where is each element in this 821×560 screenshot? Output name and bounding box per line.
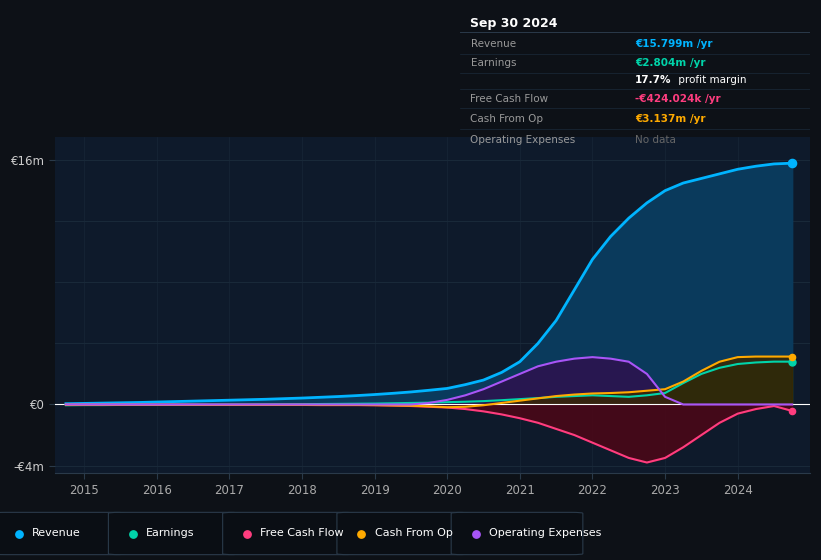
Text: 17.7%: 17.7% xyxy=(635,74,672,85)
Text: Free Cash Flow: Free Cash Flow xyxy=(470,94,548,104)
FancyBboxPatch shape xyxy=(222,512,355,554)
Text: Free Cash Flow: Free Cash Flow xyxy=(260,529,344,539)
Text: Cash From Op: Cash From Op xyxy=(470,114,544,124)
Text: €2.804m /yr: €2.804m /yr xyxy=(635,58,705,68)
Text: Earnings: Earnings xyxy=(470,58,516,68)
Point xyxy=(355,529,368,538)
FancyBboxPatch shape xyxy=(337,512,469,554)
Point xyxy=(786,407,799,416)
Text: Earnings: Earnings xyxy=(146,529,195,539)
Text: €3.137m /yr: €3.137m /yr xyxy=(635,114,705,124)
Point xyxy=(241,529,254,538)
Point xyxy=(12,529,25,538)
Text: No data: No data xyxy=(635,135,676,145)
Point xyxy=(786,158,799,167)
Text: Revenue: Revenue xyxy=(470,39,516,49)
Point xyxy=(786,352,799,361)
Point xyxy=(786,357,799,366)
Point xyxy=(126,529,140,538)
Text: €15.799m /yr: €15.799m /yr xyxy=(635,39,713,49)
FancyBboxPatch shape xyxy=(0,512,126,554)
FancyBboxPatch shape xyxy=(108,512,240,554)
Text: Operating Expenses: Operating Expenses xyxy=(488,529,601,539)
Text: -€424.024k /yr: -€424.024k /yr xyxy=(635,94,721,104)
Text: Sep 30 2024: Sep 30 2024 xyxy=(470,17,558,30)
Text: Cash From Op: Cash From Op xyxy=(374,529,452,539)
Point xyxy=(469,529,482,538)
Text: profit margin: profit margin xyxy=(675,74,747,85)
Text: Operating Expenses: Operating Expenses xyxy=(470,135,576,145)
Text: Revenue: Revenue xyxy=(32,529,80,539)
FancyBboxPatch shape xyxy=(452,512,583,554)
